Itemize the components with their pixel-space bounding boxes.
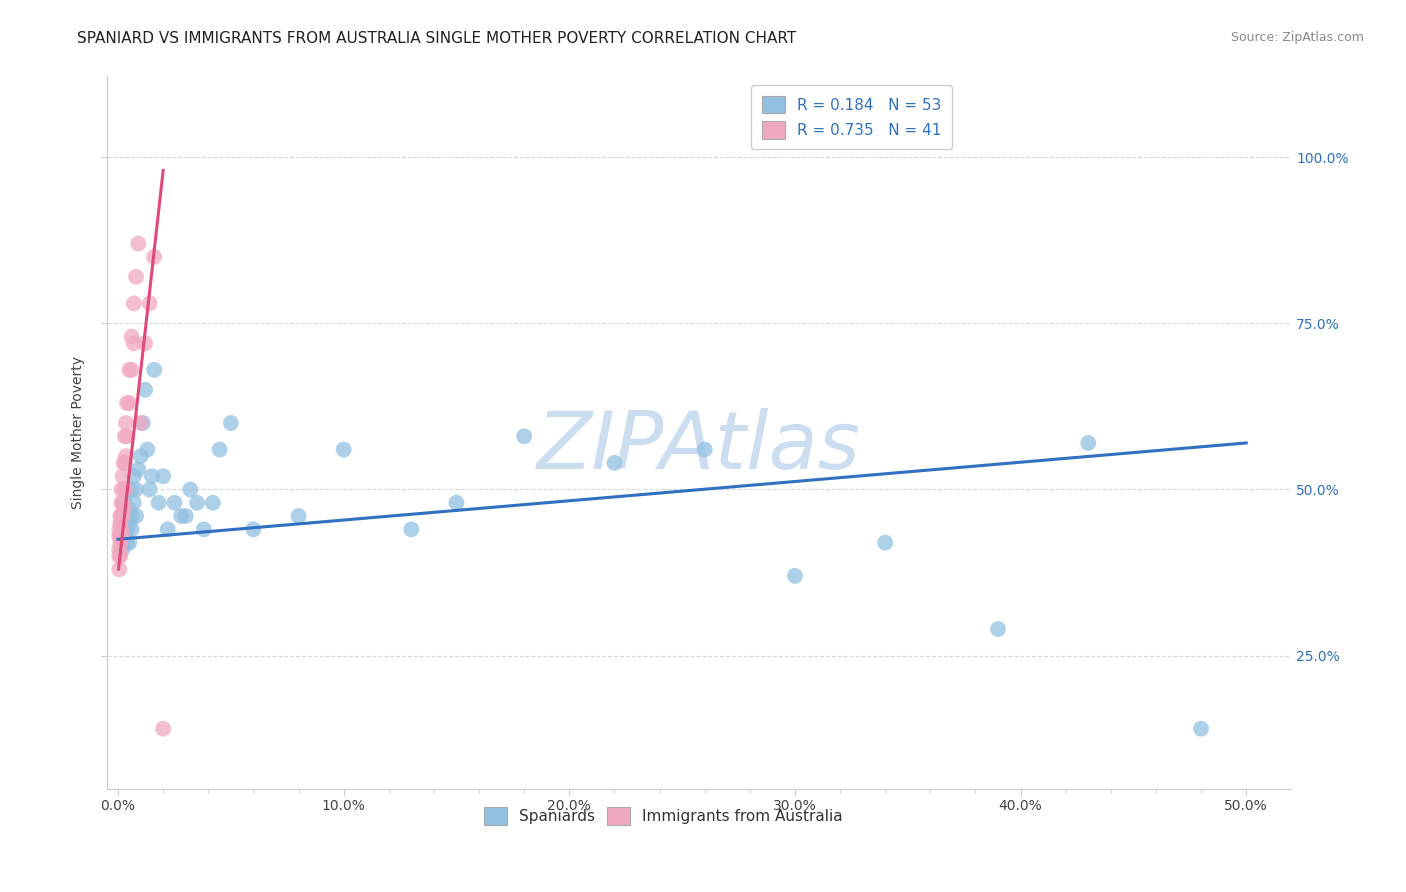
- Point: [114, 483, 136, 497]
- Point: [110, 529, 132, 543]
- Point: [219, 416, 242, 430]
- Point: [141, 469, 163, 483]
- Point: [118, 502, 141, 516]
- Point: [121, 483, 143, 497]
- Point: [114, 429, 136, 443]
- Point: [115, 509, 138, 524]
- Point: [112, 502, 135, 516]
- Point: [108, 562, 131, 576]
- Point: [110, 549, 132, 563]
- Point: [208, 442, 231, 457]
- Point: [118, 396, 141, 410]
- Point: [115, 449, 138, 463]
- Point: [446, 496, 468, 510]
- Point: [112, 483, 135, 497]
- Point: [134, 383, 156, 397]
- Point: [125, 269, 148, 284]
- Point: [125, 483, 148, 497]
- Point: [115, 429, 138, 443]
- Point: [114, 529, 136, 543]
- Point: [110, 535, 132, 549]
- Point: [118, 535, 141, 549]
- Point: [513, 429, 536, 443]
- Point: [783, 569, 806, 583]
- Point: [122, 296, 145, 310]
- Point: [115, 396, 138, 410]
- Point: [110, 529, 132, 543]
- Point: [152, 469, 174, 483]
- Point: [111, 509, 134, 524]
- Point: [111, 469, 134, 483]
- Point: [156, 522, 179, 536]
- Legend: Spaniards, Immigrants from Australia: Spaniards, Immigrants from Australia: [475, 798, 852, 834]
- Point: [129, 416, 152, 430]
- Point: [121, 509, 143, 524]
- Point: [693, 442, 716, 457]
- Point: [115, 416, 138, 430]
- Point: [118, 363, 141, 377]
- Point: [1077, 436, 1099, 450]
- Point: [138, 296, 160, 310]
- Point: [110, 496, 132, 510]
- Point: [242, 522, 264, 536]
- Point: [875, 535, 897, 549]
- Point: [114, 516, 136, 530]
- Point: [136, 442, 159, 457]
- Point: [122, 336, 145, 351]
- Text: ZIPAtlas: ZIPAtlas: [537, 409, 860, 486]
- Point: [111, 542, 134, 557]
- Text: SPANIARD VS IMMIGRANTS FROM AUSTRALIA SINGLE MOTHER POVERTY CORRELATION CHART: SPANIARD VS IMMIGRANTS FROM AUSTRALIA SI…: [77, 31, 797, 46]
- Point: [134, 336, 156, 351]
- Point: [201, 496, 224, 510]
- Point: [138, 483, 160, 497]
- Point: [114, 496, 136, 510]
- Point: [110, 516, 132, 530]
- Point: [108, 522, 131, 536]
- Point: [125, 509, 148, 524]
- Point: [603, 456, 626, 470]
- Point: [121, 363, 143, 377]
- Point: [108, 549, 131, 563]
- Point: [115, 535, 138, 549]
- Y-axis label: Single Mother Poverty: Single Mother Poverty: [72, 357, 86, 509]
- Text: Source: ZipAtlas.com: Source: ZipAtlas.com: [1230, 31, 1364, 45]
- Point: [110, 509, 132, 524]
- Point: [987, 622, 1010, 636]
- Point: [129, 449, 152, 463]
- Point: [287, 509, 309, 524]
- Point: [179, 483, 201, 497]
- Point: [163, 496, 186, 510]
- Point: [122, 469, 145, 483]
- Point: [118, 516, 141, 530]
- Point: [110, 483, 132, 497]
- Point: [110, 509, 132, 524]
- Point: [108, 542, 131, 557]
- Point: [401, 522, 423, 536]
- Point: [121, 329, 143, 343]
- Point: [1189, 722, 1212, 736]
- Point: [112, 456, 135, 470]
- Point: [122, 496, 145, 510]
- Point: [115, 522, 138, 536]
- Point: [152, 722, 174, 736]
- Point: [148, 496, 170, 510]
- Point: [111, 509, 134, 524]
- Point: [111, 496, 134, 510]
- Point: [193, 522, 215, 536]
- Point: [108, 529, 131, 543]
- Point: [127, 462, 149, 476]
- Point: [114, 456, 136, 470]
- Point: [143, 250, 166, 264]
- Point: [127, 236, 149, 251]
- Point: [111, 529, 134, 543]
- Point: [143, 363, 166, 377]
- Point: [110, 522, 132, 536]
- Point: [174, 509, 197, 524]
- Point: [132, 416, 155, 430]
- Point: [121, 522, 143, 536]
- Point: [111, 522, 134, 536]
- Point: [170, 509, 193, 524]
- Point: [186, 496, 208, 510]
- Point: [332, 442, 354, 457]
